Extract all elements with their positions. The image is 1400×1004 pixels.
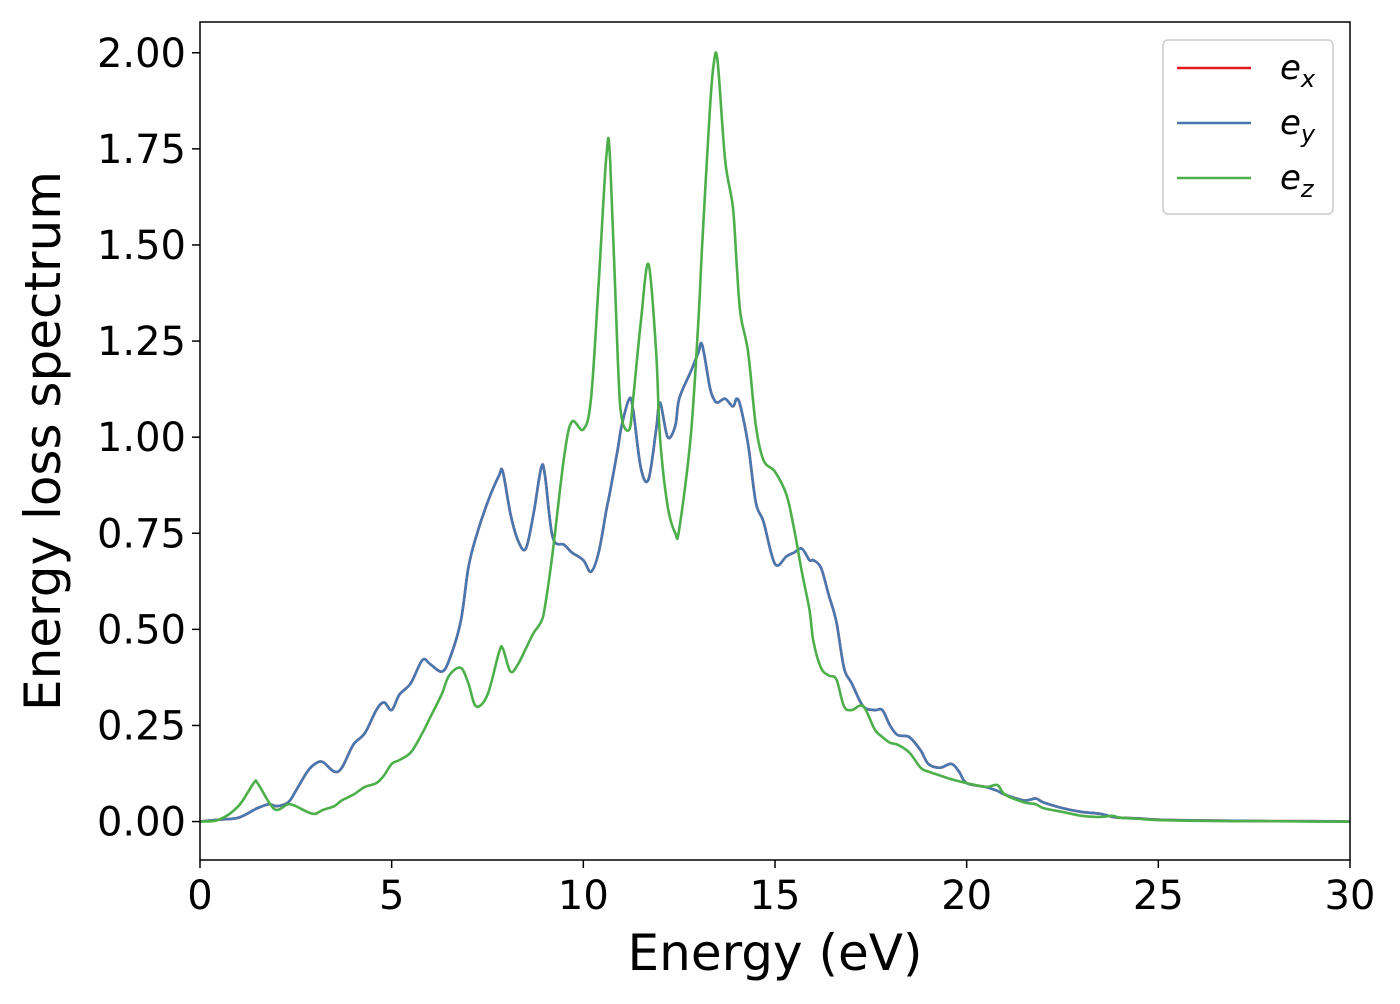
x-axis-label: Energy (eV) <box>628 924 923 982</box>
legend-entry-subscript: y <box>1300 120 1316 148</box>
y-tick-label: 1.50 <box>97 223 186 269</box>
x-axis: 0 5 10 15 20 25 30 <box>187 860 1375 919</box>
x-tick-label: 20 <box>941 873 992 919</box>
y-tick-label: 0.50 <box>97 607 186 653</box>
x-tick-label: 5 <box>379 873 404 919</box>
y-tick-label: 0.00 <box>97 800 186 846</box>
series-layer <box>200 51 1350 823</box>
x-tick-label: 0 <box>187 873 212 919</box>
y-tick-label: 1.25 <box>97 319 186 365</box>
legend-entry-subscript: x <box>1300 65 1316 93</box>
x-tick-label: 15 <box>750 873 801 919</box>
x-tick-label: 25 <box>1133 873 1184 919</box>
y-tick-label: 1.00 <box>97 415 186 461</box>
legend-entry-subscript: z <box>1300 175 1315 203</box>
y-axis-label: Energy loss spectrum <box>14 171 72 711</box>
y-tick-label: 0.25 <box>97 703 186 749</box>
x-tick-label: 10 <box>558 873 609 919</box>
x-tick-label: 30 <box>1325 873 1376 919</box>
y-tick-label: 2.00 <box>97 31 186 77</box>
series-line-e-z <box>200 51 1350 823</box>
y-tick-label: 0.75 <box>97 511 186 557</box>
y-tick-label: 1.75 <box>97 127 186 173</box>
legend-box <box>1162 39 1334 215</box>
y-axis: 0.00 0.25 0.50 0.75 1.00 1.25 1.50 1.75 2.00 <box>97 31 200 846</box>
